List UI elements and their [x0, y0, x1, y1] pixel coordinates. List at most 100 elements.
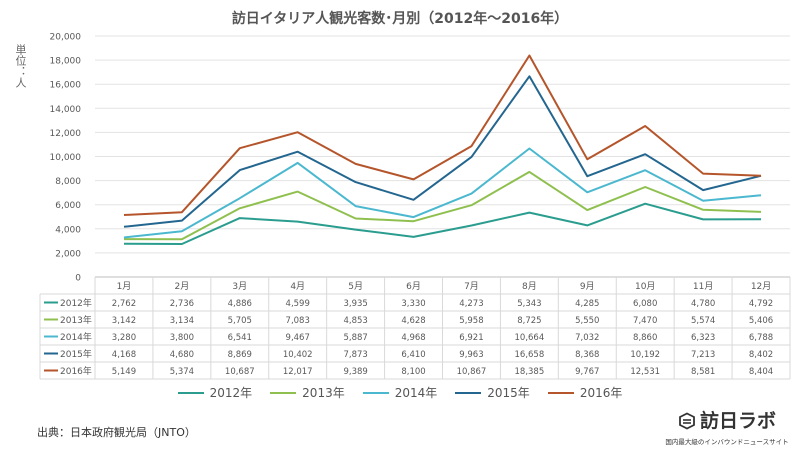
legend-swatch	[270, 391, 297, 394]
data-label: 3,134	[170, 316, 194, 326]
x-tick-label: 1月	[117, 281, 132, 292]
data-label: 4,273	[459, 299, 483, 309]
x-tick-label: 9月	[580, 281, 595, 292]
table-series-name: 2013年	[60, 314, 92, 326]
data-label: 5,887	[343, 333, 367, 343]
x-tick-label: 5月	[348, 281, 363, 292]
data-label: 8,368	[575, 350, 599, 360]
x-tick-label: 12月	[751, 281, 771, 292]
chart-title: 訪日イタリア人観光客数･月別（2012年～2016年）	[231, 11, 569, 27]
y-tick-label: 6,000	[55, 201, 81, 211]
data-label: 5,149	[112, 367, 136, 377]
series-line	[123, 54, 762, 216]
y-tick-label: 14,000	[50, 105, 82, 115]
y-axis-unit-label: 単位：人	[14, 44, 27, 88]
legend: 2012年 2013年 2014年 2015年 2016年	[0, 384, 800, 401]
data-label: 7,213	[691, 350, 715, 360]
legend-label: 2014年	[394, 386, 438, 400]
data-label: 6,410	[401, 350, 425, 360]
data-label: 7,873	[343, 350, 367, 360]
table-series-name: 2016年	[60, 365, 92, 377]
legend-swatch	[177, 391, 204, 394]
data-label: 9,467	[286, 333, 310, 343]
y-tick-label: 18,000	[50, 57, 82, 67]
data-label: 10,687	[225, 367, 255, 377]
data-label: 10,867	[457, 367, 487, 377]
data-label: 5,958	[459, 316, 483, 326]
data-label: 4,886	[228, 299, 252, 309]
data-label: 10,402	[283, 350, 313, 360]
y-tick-label: 12,000	[50, 129, 82, 139]
data-table: 1月 2月 3月 4月 5月 6月 7月 8月 9月 10月 11月 12月 2012年 2,762 2,7…	[39, 276, 791, 380]
x-tick-label: 7月	[464, 281, 479, 292]
data-label: 6,080	[633, 299, 657, 309]
data-label: 16,658	[515, 350, 545, 360]
data-label: 12,531	[630, 367, 660, 377]
brand-logo: 訪日ラボ	[657, 410, 797, 432]
data-label: 4,285	[575, 299, 599, 309]
data-label: 4,168	[112, 350, 136, 360]
data-label: 4,599	[286, 299, 310, 309]
legend-item: 2016年	[547, 384, 623, 401]
data-label: 18,385	[515, 367, 545, 377]
data-label: 9,389	[343, 367, 367, 377]
data-label: 6,323	[691, 333, 715, 343]
y-tick-label: 20,000	[50, 33, 82, 43]
data-label: 5,343	[517, 299, 541, 309]
data-label: 4,680	[170, 350, 194, 360]
data-label: 5,406	[749, 316, 773, 326]
data-label: 8,404	[749, 367, 773, 377]
chat-bubble-icon	[679, 412, 695, 430]
legend-item: 2012年	[177, 384, 253, 401]
legend-label: 2016年	[579, 386, 623, 400]
brand-logo-block: 訪日ラボ 国内最大級のインバウンドニュースサイト	[657, 410, 797, 448]
table-series-name: 2014年	[60, 331, 92, 343]
data-label: 10,192	[630, 350, 660, 360]
legend-item: 2015年	[455, 384, 530, 401]
y-tick-label: 8,000	[55, 177, 81, 187]
table-series-name: 2012年	[60, 297, 92, 309]
grid-lines	[95, 35, 790, 254]
data-label: 3,142	[112, 316, 136, 326]
brand-tagline: 国内最大級のインバウンドニュースサイト	[665, 438, 789, 446]
data-label: 3,935	[343, 299, 367, 309]
data-label: 7,083	[286, 316, 310, 326]
series-lines	[123, 54, 762, 245]
data-label: 7,470	[633, 316, 657, 326]
data-label: 4,792	[749, 299, 773, 309]
data-label: 3,280	[112, 333, 136, 343]
legend-label: 2012年	[209, 386, 253, 400]
legend-swatch	[455, 391, 482, 394]
source-note: 出典：日本政府観光局（JNTO）	[37, 426, 196, 439]
data-label: 5,705	[228, 316, 252, 326]
data-label: 3,800	[170, 333, 194, 343]
series-line	[123, 75, 762, 228]
data-label: 4,780	[691, 299, 715, 309]
data-label: 5,550	[575, 316, 599, 326]
data-label: 9,963	[459, 350, 483, 360]
data-label: 2,762	[112, 299, 136, 309]
data-label: 3,330	[401, 299, 425, 309]
y-tick-label: 0	[75, 274, 81, 284]
x-tick-label: 4月	[290, 281, 305, 292]
data-label: 10,664	[515, 333, 545, 343]
x-tick-label: 6月	[406, 281, 421, 292]
legend-swatch	[547, 391, 574, 394]
x-tick-label: 10月	[635, 281, 655, 292]
y-tick-label: 10,000	[50, 153, 82, 163]
data-label: 4,853	[343, 316, 367, 326]
data-label: 6,541	[228, 333, 252, 343]
data-label: 8,860	[633, 333, 657, 343]
data-label: 8,869	[228, 350, 252, 360]
x-tick-label: 11月	[693, 281, 713, 292]
data-label: 8,100	[401, 367, 425, 377]
legend-swatch	[362, 391, 389, 394]
data-label: 9,767	[575, 367, 599, 377]
y-tick-label: 2,000	[55, 249, 81, 259]
data-label: 4,628	[401, 316, 425, 326]
x-tick-label: 8月	[522, 281, 537, 292]
series-line	[123, 202, 762, 245]
data-label: 2,736	[170, 299, 194, 309]
data-label: 8,402	[749, 350, 773, 360]
